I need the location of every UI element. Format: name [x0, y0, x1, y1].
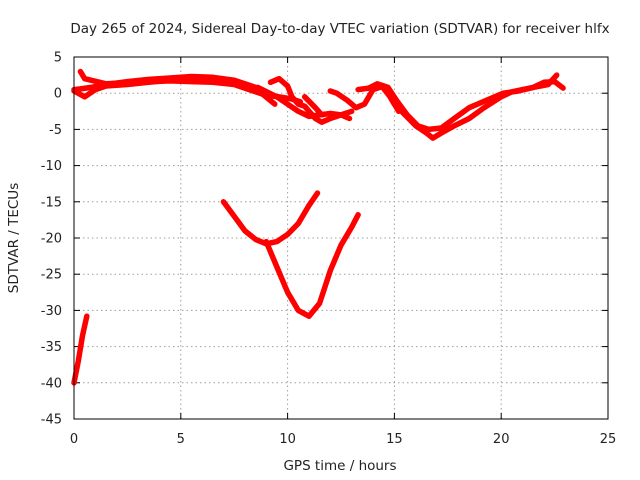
series-layer [71, 68, 566, 386]
y-tick-label: -25 [41, 268, 62, 283]
y-tick-label: 5 [54, 51, 62, 66]
plot-frame [73, 56, 609, 420]
series-trace-dip-c [378, 83, 402, 115]
series-trace-mid-c [301, 94, 325, 118]
x-axis-label: GPS time / hours [283, 458, 396, 474]
x-tick-label: 15 [386, 432, 403, 447]
y-tick-label: -15 [41, 195, 62, 210]
series-trace-arc-large [263, 212, 361, 319]
y-tick-label: -45 [41, 413, 62, 428]
y-tick-label: -10 [41, 159, 62, 174]
y-tick-label: -30 [41, 304, 62, 319]
series-trace-arc-small [220, 190, 321, 247]
chart-title: Day 265 of 2024, Sidereal Day-to-day VTE… [70, 21, 609, 37]
y-axis-label: SDTVAR / TECUs [6, 183, 22, 293]
y-tick-label: -40 [41, 376, 62, 391]
x-tick-label: 10 [279, 432, 296, 447]
y-tick-label: 0 [54, 87, 62, 102]
series-trace-early-c [71, 75, 184, 100]
tick-label-layer: 0 5 10 15 20 25 -45 -40 -35 -30 -25 -20 -15 -10 -5 0 5 [41, 51, 617, 448]
x-tick-label: 0 [70, 432, 78, 447]
y-tick-label: -5 [49, 123, 62, 138]
series-trace-steep [71, 313, 90, 386]
x-tick-label: 5 [177, 432, 185, 447]
series-trace-mid-b [267, 75, 355, 125]
x-tick-label: 20 [493, 432, 510, 447]
x-tick-label: 25 [600, 432, 617, 447]
y-tick-label: -20 [41, 232, 62, 247]
y-tick-label: -35 [41, 340, 62, 355]
